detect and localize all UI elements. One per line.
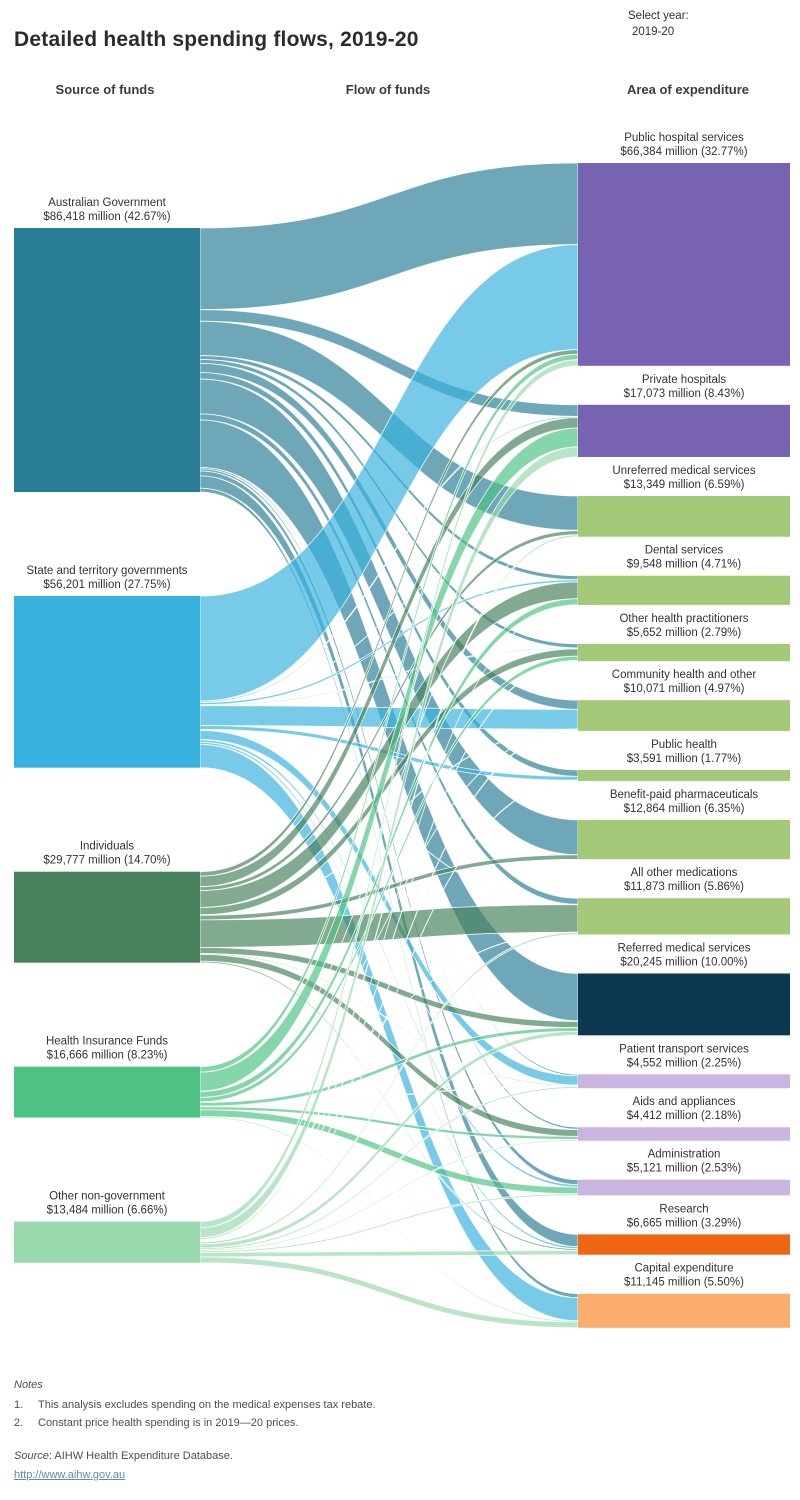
source-node-ag[interactable] — [14, 228, 200, 493]
target-node-privhosp[interactable] — [578, 404, 790, 457]
flow-hif-to-aids[interactable] — [199, 1106, 579, 1140]
target-node-name-refmed: Referred medical services — [618, 942, 751, 954]
target-node-refmed[interactable] — [578, 973, 790, 1036]
footer-notes: Notes 1. This analysis excludes spending… — [14, 1376, 376, 1484]
column-header-flow: Flow of funds — [345, 82, 431, 97]
target-node-value-ohp: $5,652 million (2.79%) — [627, 627, 742, 639]
note-number: 1. — [14, 1398, 24, 1411]
source-node-st[interactable] — [14, 596, 200, 768]
source-node-hif[interactable] — [14, 1066, 200, 1118]
source-node-ind[interactable] — [14, 871, 200, 963]
target-node-value-community: $10,071 million (4.97%) — [624, 683, 745, 695]
aihw-link[interactable]: http://www.aihw.gov.au — [14, 1468, 126, 1481]
source-node-name-st: State and territory governments — [26, 565, 187, 577]
note-number: 2. — [14, 1417, 24, 1430]
source-label: Source — [14, 1450, 49, 1463]
target-node-name-pubhosp: Public hospital services — [624, 132, 744, 144]
target-node-value-research: $6,665 million (3.29%) — [627, 1217, 742, 1229]
target-node-name-research: Research — [659, 1203, 708, 1215]
target-node-name-pubhealth: Public health — [651, 739, 717, 751]
target-node-name-dental: Dental services — [645, 545, 724, 557]
note-text: Constant price health spending is in 201… — [38, 1417, 299, 1430]
target-node-value-capital: $11,145 million (5.50%) — [624, 1277, 744, 1289]
source-node-value-ind: $29,777 million (14.70%) — [43, 855, 170, 867]
target-node-admin[interactable] — [578, 1179, 790, 1196]
target-node-value-admin: $5,121 million (2.53%) — [627, 1163, 742, 1175]
target-node-name-bpp: Benefit-paid pharmaceuticals — [610, 789, 759, 801]
source-node-name-hif: Health Insurance Funds — [46, 1036, 168, 1048]
target-node-research[interactable] — [578, 1234, 790, 1255]
target-node-aids[interactable] — [578, 1127, 790, 1141]
source-node-ong[interactable] — [14, 1221, 200, 1263]
note-text: This analysis excludes spending on the m… — [38, 1398, 376, 1411]
source-node-value-hif: $16,666 million (8.23%) — [47, 1050, 168, 1062]
target-node-name-privhosp: Private hospitals — [642, 374, 727, 386]
target-node-name-community: Community health and other — [612, 669, 757, 681]
source-node-value-ong: $13,484 million (6.66%) — [47, 1205, 168, 1217]
target-node-aom[interactable] — [578, 898, 790, 935]
column-header-source: Source of funds — [55, 82, 155, 97]
source-node-name-ong: Other non-government — [49, 1191, 166, 1203]
flow-ong-to-capital[interactable] — [199, 1256, 579, 1329]
target-node-value-pattrans: $4,552 million (2.25%) — [627, 1057, 742, 1069]
column-header-expenditure: Area of expenditure — [626, 82, 750, 97]
source-line: Source: AIHW Health Expenditure Database… — [14, 1447, 376, 1466]
source-node-value-st: $56,201 million (27.75%) — [43, 579, 170, 591]
target-node-pattrans[interactable] — [578, 1074, 790, 1089]
flow-ong-to-research[interactable] — [199, 1249, 579, 1258]
notes-heading: Notes — [14, 1379, 43, 1391]
target-node-value-unref: $13,349 million (6.59%) — [624, 479, 745, 491]
target-node-pubhealth[interactable] — [578, 769, 790, 781]
select-year-control: Select year: 2019-20 — [628, 10, 689, 38]
target-node-dental[interactable] — [578, 575, 790, 605]
target-node-name-unref: Unreferred medical services — [612, 465, 755, 477]
note-item: 2. Constant price health spending is in … — [14, 1414, 376, 1433]
target-node-name-pattrans: Patient transport services — [619, 1043, 749, 1055]
target-node-value-pubhealth: $3,591 million (1.77%) — [627, 753, 742, 765]
select-year-label: Select year: — [628, 10, 689, 22]
target-node-name-admin: Administration — [648, 1149, 721, 1161]
target-node-community[interactable] — [578, 700, 790, 731]
flow-ong-to-refmed[interactable] — [199, 1030, 579, 1249]
target-node-name-capital: Capital expenditure — [634, 1263, 733, 1275]
select-year-value[interactable]: 2019-20 — [632, 26, 675, 38]
target-node-value-pubhosp: $66,384 million (32.77%) — [620, 146, 747, 158]
target-node-name-aom: All other medications — [631, 867, 738, 879]
source-node-name-ag: Australian Government — [48, 197, 166, 209]
flow-ong-to-pubhealth[interactable] — [199, 779, 579, 1243]
target-node-unref[interactable] — [578, 495, 790, 537]
source-text: : AIHW Health Expenditure Database. — [48, 1450, 233, 1463]
target-node-value-privhosp: $17,073 million (8.43%) — [624, 388, 745, 400]
target-node-pubhosp[interactable] — [578, 163, 790, 366]
source-node-value-ag: $86,418 million (42.67%) — [43, 211, 170, 223]
target-node-name-ohp: Other health practitioners — [619, 613, 748, 625]
target-node-bpp[interactable] — [578, 819, 790, 860]
source-node-name-ind: Individuals — [80, 841, 135, 853]
note-item: 1. This analysis excludes spending on th… — [14, 1396, 376, 1415]
page-title: Detailed health spending flows, 2019-20 — [14, 28, 419, 51]
target-node-capital[interactable] — [578, 1293, 790, 1328]
target-node-value-aom: $11,873 million (5.86%) — [624, 881, 744, 893]
target-node-value-bpp: $12,864 million (6.35%) — [624, 803, 745, 815]
target-node-ohp[interactable] — [578, 643, 790, 662]
target-node-value-aids: $4,412 million (2.18%) — [627, 1110, 742, 1122]
target-node-value-refmed: $20,245 million (10.00%) — [620, 956, 747, 968]
flow-ong-to-admin[interactable] — [199, 1193, 579, 1253]
target-node-value-dental: $9,548 million (4.71%) — [627, 559, 742, 571]
target-node-name-aids: Aids and appliances — [633, 1096, 736, 1108]
